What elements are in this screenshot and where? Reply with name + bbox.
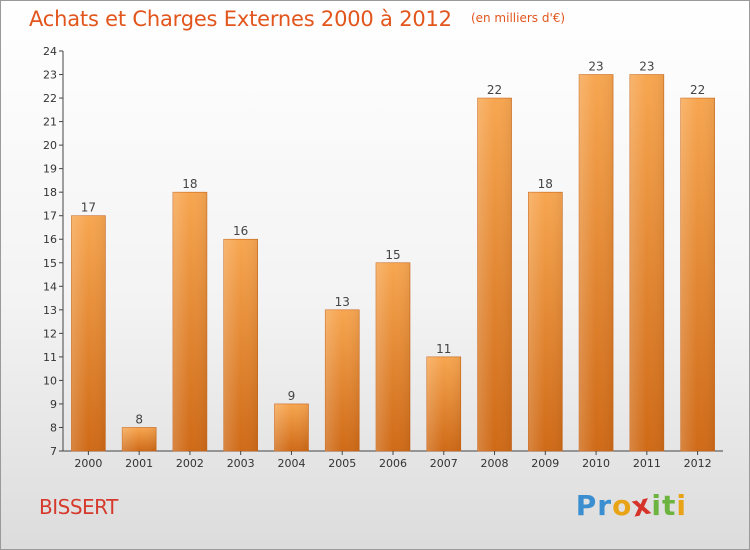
bar-sheen (172, 192, 207, 452)
data-label: 18 (538, 177, 553, 191)
logo-letter: t (662, 489, 677, 522)
y-tick-label: 13 (43, 304, 57, 317)
y-tick-label: 8 (50, 421, 57, 434)
x-tick-label: 2005 (328, 457, 356, 470)
bar-sheen (274, 403, 309, 451)
data-label: 17 (81, 201, 96, 215)
bar-sheen (376, 262, 410, 451)
data-label: 23 (639, 60, 654, 74)
y-tick-label: 15 (43, 257, 57, 270)
y-tick-label: 9 (50, 398, 57, 411)
chart-unit: (en milliers d'€) (470, 11, 566, 25)
data-label: 8 (135, 412, 143, 426)
x-tick-label: 2009 (531, 457, 559, 470)
x-tick-label: 2012 (684, 457, 712, 470)
bar-sheen (477, 98, 512, 451)
chart-title: Achats et Charges Externes 2000 à 2012 (29, 7, 452, 31)
bar-sheen (122, 427, 157, 451)
bar-sheen (680, 98, 715, 451)
y-tick-label: 17 (43, 210, 57, 223)
bar-sheen (579, 74, 614, 451)
y-tick-label: 10 (43, 374, 57, 387)
y-tick-label: 14 (43, 280, 57, 293)
y-tick-label: 24 (43, 45, 57, 58)
y-tick-label: 18 (43, 186, 57, 199)
bar-sheen (71, 215, 106, 451)
data-label: 22 (487, 83, 502, 97)
data-label: 11 (436, 342, 451, 356)
logo-letter: P (575, 489, 598, 522)
data-label: 23 (588, 60, 603, 74)
x-tick-label: 2007 (430, 457, 458, 470)
y-tick-label: 20 (43, 139, 57, 152)
y-tick-label: 16 (43, 233, 57, 246)
x-tick-label: 2001 (125, 457, 153, 470)
data-label: 16 (233, 224, 248, 238)
bar-sheen (528, 192, 563, 452)
data-label: 18 (182, 177, 197, 191)
logo-letter: o (612, 489, 633, 522)
x-tick-label: 2011 (633, 457, 661, 470)
y-tick-label: 7 (50, 445, 57, 458)
commune-name: BISSERT (39, 495, 118, 519)
y-tick-label: 23 (43, 69, 57, 82)
data-label: 22 (690, 83, 705, 97)
x-tick-label: 2002 (176, 457, 204, 470)
data-label: 13 (335, 295, 350, 309)
bar-sheen (629, 74, 664, 451)
y-tick-label: 21 (43, 116, 57, 129)
logo-letter: i (651, 489, 662, 522)
bar-sheen (325, 309, 360, 451)
y-tick-label: 19 (43, 163, 57, 176)
data-label: 9 (288, 389, 296, 403)
bar-sheen (426, 356, 461, 451)
x-tick-label: 2006 (379, 457, 407, 470)
y-tick-label: 12 (43, 327, 57, 340)
x-tick-label: 2004 (277, 457, 305, 470)
logo-letter: i (676, 489, 687, 522)
chart-title-block: Achats et Charges Externes 2000 à 2012 (… (29, 7, 565, 31)
x-tick-label: 2010 (582, 457, 610, 470)
y-tick-label: 11 (43, 351, 57, 364)
x-tick-label: 2000 (74, 457, 102, 470)
logo-letter: r (597, 489, 613, 522)
y-tick-label: 22 (43, 92, 57, 105)
bar-sheen (223, 239, 258, 451)
proxiti-logo: Proxiti (575, 487, 687, 523)
x-tick-label: 2008 (481, 457, 509, 470)
data-label: 15 (385, 248, 400, 262)
x-tick-label: 2003 (227, 457, 255, 470)
